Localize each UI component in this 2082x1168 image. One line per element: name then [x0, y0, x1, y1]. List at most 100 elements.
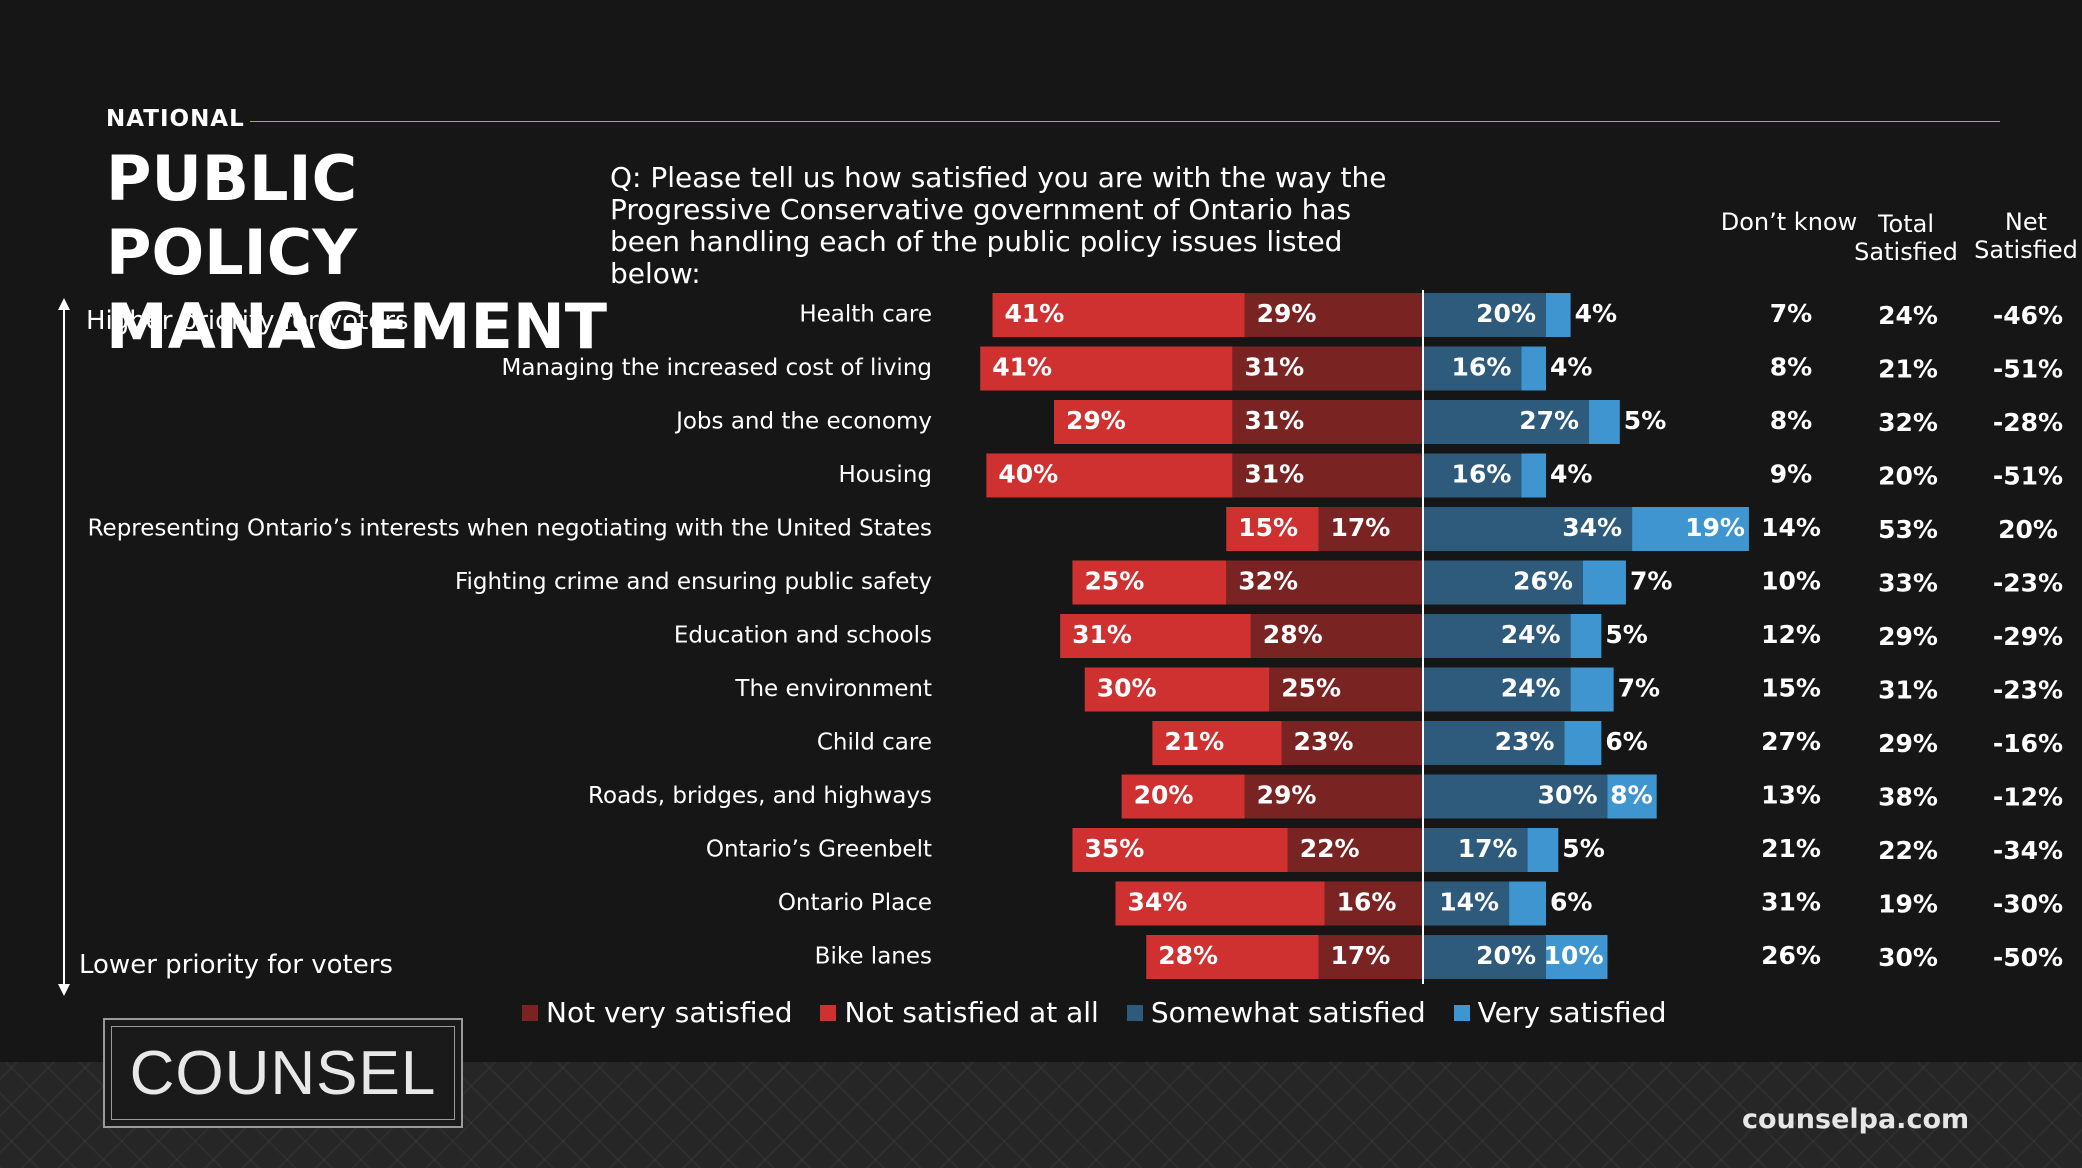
net-satisfied-value: -28% [1993, 408, 2063, 437]
bar-very-satisfied [1509, 881, 1546, 926]
data-label-not-at-all: 15% [1238, 513, 1298, 542]
legend-label-somewhat: Somewhat satisfied [1150, 996, 1426, 1029]
net-satisfied-value: -51% [1993, 355, 2063, 384]
header-divider [250, 121, 2000, 122]
priority-arrow-line [63, 306, 65, 988]
bar-not-satisfied-at-all [1060, 614, 1251, 658]
data-label-not-very: 31% [1244, 406, 1304, 435]
data-label-not-very: 32% [1238, 567, 1298, 596]
total-satisfied-value: 22% [1878, 836, 1938, 865]
category-label: Ontario Place [778, 890, 932, 916]
counsel-logo-text: COUNSEL [111, 1026, 455, 1120]
bar-somewhat-satisfied [1423, 667, 1571, 712]
data-label-not-very: 16% [1337, 888, 1397, 917]
col-header-net-satisfied: Net Satisfied [1974, 208, 2078, 264]
data-label-not-very: 29% [1257, 299, 1317, 328]
dont-know-value: 21% [1761, 834, 1821, 863]
dont-know-value: 10% [1761, 567, 1821, 596]
net-satisfied-value: -51% [1993, 462, 2063, 491]
bar-very-satisfied [1527, 828, 1559, 872]
data-label-very: 6% [1605, 727, 1647, 756]
website-link[interactable]: counselpa.com [1742, 1104, 1970, 1135]
dont-know-value: 31% [1761, 888, 1821, 917]
bar-very-satisfied [1546, 935, 1608, 979]
data-label-somewhat: 16% [1452, 460, 1512, 489]
bar-very-satisfied [1570, 667, 1614, 712]
data-label-not-at-all: 41% [992, 353, 1052, 382]
bar-somewhat-satisfied [1423, 774, 1608, 819]
data-label-somewhat: 20% [1476, 299, 1536, 328]
bar-somewhat-satisfied [1423, 828, 1528, 872]
bar-not-very-satisfied [1232, 400, 1423, 444]
data-label-not-at-all: 29% [1066, 406, 1126, 435]
net-satisfied-value: 20% [1998, 515, 2058, 544]
bar-not-very-satisfied [1244, 774, 1423, 819]
legend-label-not-at-all: Not satisfied at all [844, 996, 1099, 1029]
category-label: Roads, bridges, and highways [588, 783, 932, 809]
bar-not-satisfied-at-all [1115, 881, 1325, 926]
data-label-not-very: 17% [1330, 513, 1390, 542]
data-label-somewhat: 20% [1476, 941, 1536, 970]
total-satisfied-value: 30% [1878, 943, 1938, 972]
bar-somewhat-satisfied [1423, 453, 1522, 498]
bar-somewhat-satisfied [1423, 507, 1633, 551]
net-satisfied-value: -50% [1993, 943, 2063, 972]
bar-very-satisfied [1521, 453, 1546, 498]
bar-not-satisfied-at-all [1146, 935, 1319, 979]
bar-not-very-satisfied [1226, 560, 1423, 605]
legend-swatch-not-very [522, 1004, 538, 1021]
col-header-dont-know: Don’t know [1720, 208, 1858, 236]
legend-item-somewhat: Somewhat satisfied [1126, 996, 1426, 1029]
data-label-not-very: 28% [1263, 620, 1323, 649]
data-label-somewhat: 27% [1519, 406, 1579, 435]
chart-legend: Not very satisfied Not satisfied at all … [522, 996, 1667, 1029]
bar-not-very-satisfied [1287, 828, 1423, 872]
category-label: Managing the increased cost of living [502, 355, 932, 381]
legend-label-not-very: Not very satisfied [546, 996, 793, 1029]
bar-very-satisfied [1582, 560, 1626, 605]
bar-not-satisfied-at-all [1121, 774, 1245, 819]
dont-know-value: 9% [1770, 460, 1812, 489]
col-header-total-satisfied: Total Satisfied [1854, 210, 1958, 266]
data-label-not-at-all: 35% [1084, 834, 1144, 863]
bar-somewhat-satisfied [1423, 293, 1546, 337]
counsel-logo: COUNSEL [103, 1018, 463, 1128]
survey-question: Q: Please tell us how satisfied you are … [610, 161, 1387, 290]
arrow-down-icon [58, 984, 70, 996]
total-satisfied-value: 31% [1878, 676, 1938, 705]
data-label-somewhat: 14% [1439, 888, 1499, 917]
bar-somewhat-satisfied [1423, 560, 1583, 605]
data-label-very: 4% [1575, 299, 1617, 328]
data-label-very: 8% [1610, 781, 1652, 810]
data-label-not-at-all: 28% [1158, 941, 1218, 970]
dont-know-value: 8% [1770, 353, 1812, 382]
category-label: Jobs and the economy [674, 409, 932, 435]
data-label-very: 7% [1618, 674, 1660, 703]
bar-not-satisfied-at-all [1072, 560, 1227, 605]
data-label-not-at-all: 34% [1128, 888, 1188, 917]
bar-not-satisfied-at-all [1072, 828, 1288, 872]
total-satisfied-value: 29% [1878, 729, 1938, 758]
dont-know-value: 26% [1761, 941, 1821, 970]
dont-know-value: 7% [1770, 299, 1812, 328]
data-label-not-very: 29% [1257, 781, 1317, 810]
dont-know-value: 14% [1761, 513, 1821, 542]
bar-not-satisfied-at-all [986, 453, 1233, 498]
data-label-very: 6% [1550, 888, 1592, 917]
category-label: Child care [817, 730, 932, 756]
data-label-somewhat: 16% [1452, 353, 1512, 382]
total-satisfied-value: 38% [1878, 783, 1938, 812]
total-satisfied-value: 53% [1878, 515, 1938, 544]
bar-not-very-satisfied [1269, 667, 1423, 712]
bar-not-satisfied-at-all [1226, 507, 1319, 551]
total-satisfied-value: 32% [1878, 408, 1938, 437]
net-satisfied-value: -30% [1993, 890, 2063, 919]
net-satisfied-value: -23% [1993, 676, 2063, 705]
legend-item-not-very: Not very satisfied [522, 996, 792, 1029]
bar-very-satisfied [1632, 507, 1749, 551]
bar-not-very-satisfied [1232, 453, 1423, 498]
bar-somewhat-satisfied [1423, 935, 1546, 979]
data-label-not-very: 17% [1330, 941, 1390, 970]
data-label-very: 10% [1544, 941, 1604, 970]
data-label-not-very: 31% [1244, 353, 1304, 382]
